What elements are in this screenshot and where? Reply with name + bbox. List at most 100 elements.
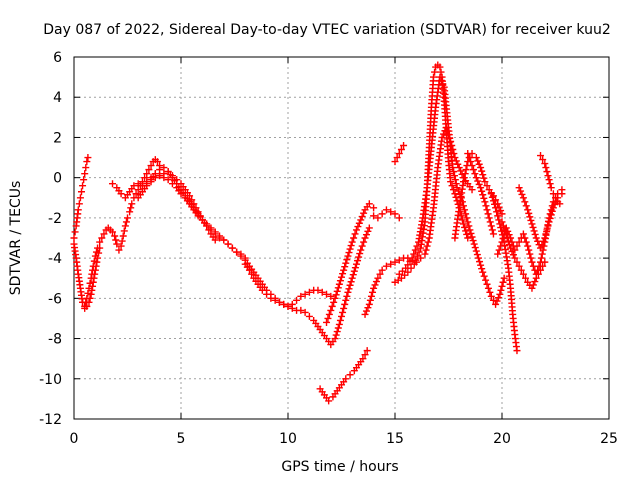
data-point bbox=[346, 371, 354, 379]
data-point bbox=[367, 292, 375, 300]
data-point bbox=[519, 270, 527, 278]
data-point bbox=[336, 316, 344, 324]
data-point bbox=[89, 266, 97, 274]
data-point bbox=[515, 262, 523, 270]
data-point bbox=[263, 290, 271, 298]
data-point bbox=[85, 284, 93, 292]
data-point bbox=[346, 245, 354, 253]
y-tick-label: -8 bbox=[48, 332, 62, 348]
data-point bbox=[340, 304, 348, 312]
data-point bbox=[487, 292, 495, 300]
data-point bbox=[334, 324, 342, 332]
data-point bbox=[466, 226, 474, 234]
series-t21 bbox=[515, 184, 566, 252]
data-point bbox=[342, 296, 350, 304]
data-point bbox=[499, 235, 507, 243]
data-point bbox=[522, 274, 530, 282]
data-point bbox=[339, 308, 347, 316]
data-point bbox=[461, 223, 469, 231]
series-t3 bbox=[79, 156, 164, 310]
data-point bbox=[417, 254, 425, 262]
data-point bbox=[338, 273, 345, 281]
data-point bbox=[120, 227, 128, 235]
data-point bbox=[431, 68, 439, 76]
data-point bbox=[84, 289, 92, 297]
data-point bbox=[547, 211, 555, 219]
series-t18 bbox=[487, 190, 521, 355]
data-point bbox=[481, 178, 489, 186]
data-point bbox=[546, 180, 554, 188]
data-point bbox=[186, 192, 194, 200]
data-point bbox=[548, 207, 556, 215]
y-tick-label: -10 bbox=[39, 372, 62, 388]
data-point bbox=[134, 180, 142, 188]
data-point bbox=[220, 236, 228, 244]
data-point bbox=[92, 248, 100, 256]
data-point bbox=[526, 250, 534, 258]
y-tick-label: 0 bbox=[53, 171, 62, 187]
data-point bbox=[404, 268, 412, 276]
data-point bbox=[519, 230, 527, 238]
data-point bbox=[489, 230, 497, 238]
data-point bbox=[474, 157, 482, 165]
x-tick-label: 20 bbox=[493, 431, 511, 447]
data-point bbox=[445, 130, 452, 138]
data-point bbox=[395, 256, 403, 264]
data-point bbox=[468, 162, 476, 170]
data-point bbox=[423, 242, 431, 250]
data-point bbox=[365, 200, 373, 208]
data-point bbox=[347, 242, 355, 250]
data-point bbox=[537, 244, 545, 252]
data-point bbox=[362, 307, 370, 315]
data-point bbox=[128, 200, 136, 208]
data-point bbox=[424, 238, 432, 246]
data-point bbox=[115, 246, 123, 254]
data-point bbox=[248, 270, 256, 278]
data-point bbox=[228, 244, 236, 252]
series-t22 bbox=[537, 152, 564, 208]
data-point bbox=[504, 237, 512, 245]
data-point bbox=[358, 242, 366, 250]
data-point bbox=[502, 230, 510, 238]
data-point bbox=[500, 274, 508, 282]
data-point bbox=[499, 222, 507, 230]
data-point bbox=[537, 152, 545, 160]
data-point bbox=[537, 254, 545, 262]
data-point bbox=[327, 292, 335, 300]
data-point bbox=[475, 180, 483, 188]
data-point bbox=[469, 237, 477, 245]
data-point bbox=[84, 154, 92, 162]
data-point bbox=[494, 212, 502, 220]
data-point bbox=[343, 292, 351, 300]
data-point bbox=[494, 250, 502, 258]
data-point bbox=[328, 302, 336, 310]
data-point bbox=[71, 228, 79, 236]
data-point bbox=[464, 218, 472, 226]
data-point bbox=[492, 300, 500, 308]
data-point bbox=[479, 171, 487, 179]
x-axis-label: GPS time / hours bbox=[281, 459, 398, 475]
data-point bbox=[479, 268, 487, 276]
data-point bbox=[531, 230, 539, 238]
series-t12 bbox=[391, 141, 408, 166]
data-point bbox=[534, 270, 542, 278]
data-point bbox=[245, 266, 253, 274]
data-point bbox=[480, 272, 488, 280]
data-point bbox=[284, 302, 292, 310]
data-point bbox=[443, 127, 451, 135]
data-point bbox=[524, 242, 532, 250]
data-point bbox=[497, 286, 505, 294]
data-point bbox=[543, 168, 551, 176]
data-point bbox=[382, 262, 390, 270]
data-point bbox=[358, 213, 366, 221]
data-point bbox=[350, 267, 358, 275]
data-point bbox=[527, 254, 535, 262]
data-point bbox=[127, 204, 135, 212]
data-point bbox=[462, 210, 470, 218]
data-point bbox=[297, 306, 305, 314]
data-point bbox=[288, 304, 296, 312]
data-point bbox=[436, 63, 444, 71]
data-point bbox=[132, 190, 140, 198]
data-point bbox=[87, 274, 95, 282]
data-point bbox=[525, 209, 533, 217]
